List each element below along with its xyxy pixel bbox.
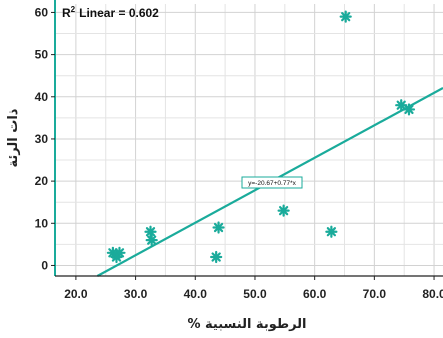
- axes: [54, 0, 443, 277]
- data-point: [402, 103, 416, 116]
- data-point: [144, 225, 157, 238]
- fit-equation-frame: [241, 176, 303, 189]
- data-points: [106, 10, 416, 264]
- data-point: [212, 221, 225, 234]
- data-point: [113, 246, 126, 259]
- data-point-center: [148, 229, 153, 234]
- r2-value: Linear = 0.602: [79, 6, 159, 20]
- data-point-center: [214, 255, 218, 259]
- y-tick-label: 20: [35, 174, 49, 188]
- data-point-center: [407, 107, 411, 112]
- y-tick-label: 10: [35, 216, 49, 230]
- x-tick-label: 70.0: [363, 287, 387, 301]
- data-point-center: [281, 208, 286, 213]
- data-point: [210, 250, 223, 264]
- data-point: [145, 234, 158, 247]
- data-point: [395, 99, 408, 112]
- y-tick-label: 0: [41, 258, 48, 272]
- x-axis-label: الرطوبة النسبية %: [187, 317, 306, 332]
- data-point-center: [216, 225, 221, 230]
- x-tick-label: 20.0: [64, 287, 88, 301]
- y-axis-label: ذات الرئة: [6, 108, 21, 167]
- fit-equation: y=-20.67+0.77*x: [248, 180, 296, 187]
- x-tick-label: 30.0: [124, 287, 148, 301]
- data-point-center: [399, 103, 404, 108]
- r2-label: R2 Linear = 0.602: [62, 5, 159, 20]
- y-tick-label: 50: [35, 48, 49, 62]
- data-point-center: [117, 251, 122, 255]
- x-tick-label: 60.0: [303, 287, 327, 301]
- r2-prefix: R: [62, 6, 71, 20]
- x-tick-label: 50.0: [243, 287, 267, 301]
- data-point: [325, 225, 338, 238]
- x-ticks: 20.0 30.0 40.0 50.0 60.0 70.0 80.0: [64, 276, 443, 301]
- fit-equation-box: y=-20.67+0.77*x: [241, 176, 303, 189]
- r2-superscript: 2: [71, 5, 76, 14]
- data-point-center: [149, 238, 154, 242]
- x-tick-label: 40.0: [184, 287, 208, 301]
- data-point: [339, 10, 352, 23]
- y-tick-label: 40: [35, 90, 49, 104]
- y-ticks: 0 10 20 30 40 50 60: [35, 5, 55, 272]
- data-point: [277, 204, 290, 217]
- data-point-center: [329, 229, 334, 234]
- y-tick-label: 30: [35, 132, 49, 146]
- y-tick-label: 60: [35, 5, 49, 19]
- x-tick-label: 80.0: [422, 287, 443, 301]
- data-point-center: [343, 14, 348, 19]
